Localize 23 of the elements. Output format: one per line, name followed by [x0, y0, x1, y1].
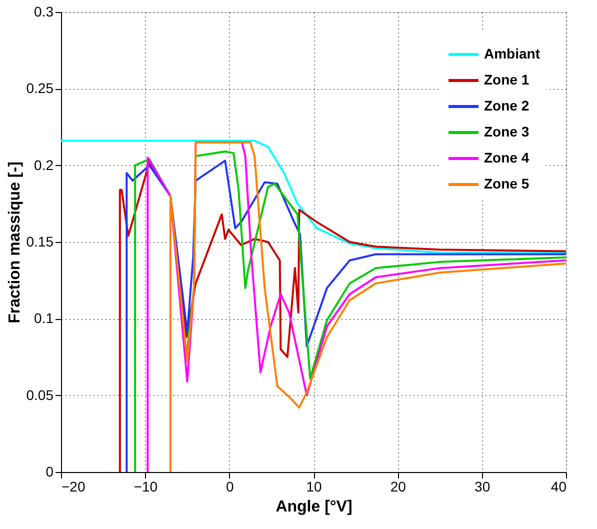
- legend-label: Zone 3: [484, 124, 530, 140]
- x-tick-label: −10: [134, 478, 158, 494]
- y-tick-label: 0.15: [26, 234, 54, 250]
- legend-label: Zone 5: [484, 176, 530, 192]
- legend-label: Ambiant: [484, 46, 540, 62]
- y-tick-label: 0.05: [26, 386, 54, 403]
- y-tick-label: 0.2: [34, 156, 54, 173]
- legend-label: Zone 2: [484, 98, 530, 114]
- x-tick-label: 20: [390, 478, 406, 494]
- y-tick-label: 0.1: [34, 310, 54, 326]
- x-tick-label: 40: [550, 478, 567, 494]
- x-tick-label: −20: [62, 478, 86, 494]
- legend-label: Zone 4: [484, 150, 530, 166]
- x-tick-label: 30: [474, 478, 490, 494]
- y-tick-label: 0: [46, 464, 54, 480]
- legend-label: Zone 1: [484, 72, 530, 88]
- y-tick-label: 0.3: [34, 4, 54, 20]
- line-series: [61, 140, 566, 254]
- x-axis-title: Angle [°V]: [276, 498, 352, 516]
- y-tick-label: 0.25: [26, 80, 54, 96]
- x-tick-label: 0: [226, 478, 234, 494]
- x-tick-label: 10: [306, 478, 322, 494]
- y-axis-title: Fraction massique [-]: [6, 162, 24, 324]
